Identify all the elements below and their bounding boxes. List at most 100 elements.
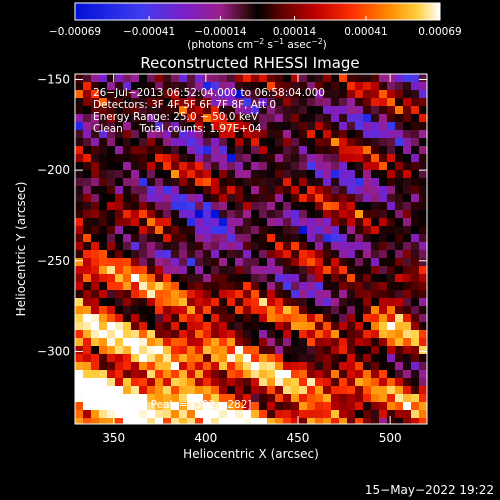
heatmap-cell	[187, 98, 196, 107]
heatmap-cell	[187, 226, 196, 235]
heatmap-cell	[171, 258, 180, 267]
heatmap-cell	[363, 114, 372, 123]
heatmap-cell	[131, 98, 140, 107]
heatmap-cell	[251, 210, 260, 219]
heatmap-cell	[339, 410, 348, 419]
heatmap-cell	[187, 282, 196, 291]
heatmap-cell	[251, 394, 260, 403]
heatmap-cell	[227, 114, 236, 123]
heatmap-cell	[299, 250, 308, 259]
heatmap-cell	[331, 250, 340, 259]
heatmap-cell	[155, 106, 164, 115]
heatmap-cell	[139, 114, 148, 123]
heatmap-cell	[419, 258, 427, 267]
heatmap-cell	[411, 354, 420, 363]
heatmap-cell	[291, 394, 300, 403]
heatmap-cell	[115, 402, 124, 411]
heatmap-cell	[347, 74, 356, 83]
heatmap-cell	[227, 282, 236, 291]
heatmap-cell	[107, 154, 116, 163]
heatmap-cell	[283, 394, 292, 403]
heatmap-cell	[123, 146, 132, 155]
heatmap-cell	[403, 122, 412, 131]
heatmap-cell	[291, 154, 300, 163]
heatmap-cell	[395, 386, 404, 395]
heatmap-cell	[91, 330, 100, 339]
heatmap-cell	[123, 386, 132, 395]
heatmap-cell	[203, 314, 212, 323]
heatmap-cell	[227, 178, 236, 187]
heatmap-cell	[387, 418, 396, 424]
heatmap-cell	[179, 290, 188, 299]
heatmap-cell	[259, 410, 268, 419]
heatmap-cell	[283, 162, 292, 171]
heatmap-cell	[275, 202, 284, 211]
heatmap-cell	[251, 98, 260, 107]
heatmap-cell	[219, 202, 228, 211]
heatmap-cell	[307, 178, 316, 187]
heatmap-cell	[123, 306, 132, 315]
heatmap-cell	[227, 274, 236, 283]
heatmap-cell	[75, 290, 84, 299]
heatmap-cell	[139, 242, 148, 251]
heatmap-cell	[283, 114, 292, 123]
heatmap-cell	[163, 202, 172, 211]
heatmap-cell	[251, 402, 260, 411]
heatmap-cell	[107, 242, 116, 251]
heatmap-cell	[251, 186, 260, 195]
heatmap-cell	[355, 386, 364, 395]
heatmap-cell	[131, 266, 140, 275]
heatmap-cell	[131, 234, 140, 243]
heatmap-cell	[187, 250, 196, 259]
heatmap-cell	[83, 242, 92, 251]
heatmap-cell	[275, 378, 284, 387]
heatmap-cell	[75, 402, 84, 411]
heatmap-cell	[211, 178, 220, 187]
heatmap-cell	[347, 234, 356, 243]
heatmap-cell	[139, 338, 148, 347]
heatmap-cell	[347, 362, 356, 371]
heatmap-cell	[195, 122, 204, 131]
chart-title: Reconstructed RHESSI Image	[140, 54, 359, 72]
heatmap-cell	[131, 314, 140, 323]
heatmap-cell	[187, 130, 196, 139]
heatmap-cell	[363, 82, 372, 91]
heatmap-cell	[395, 298, 404, 307]
heatmap-cell	[107, 170, 116, 179]
heatmap-cell	[171, 218, 180, 227]
heatmap-cell	[347, 282, 356, 291]
heatmap-cell	[227, 410, 236, 419]
heatmap-cell	[203, 162, 212, 171]
heatmap-cell	[179, 418, 188, 424]
heatmap-cell	[259, 146, 268, 155]
heatmap-cell	[179, 178, 188, 187]
heatmap-cell	[323, 314, 332, 323]
heatmap-cell	[75, 106, 84, 115]
heatmap-cell	[363, 170, 372, 179]
heatmap-cell	[115, 378, 124, 387]
heatmap-cell	[403, 298, 412, 307]
heatmap-cell	[179, 226, 188, 235]
heatmap-cell	[299, 74, 308, 83]
heatmap-cell	[187, 146, 196, 155]
heatmap-cell	[267, 362, 276, 371]
heatmap-cell	[195, 210, 204, 219]
heatmap-cell	[99, 218, 108, 227]
heatmap-cell	[75, 266, 84, 275]
heatmap-cell	[163, 410, 172, 419]
heatmap-cell	[195, 114, 204, 123]
heatmap-cell	[155, 298, 164, 307]
heatmap-cell	[347, 202, 356, 211]
heatmap-cell	[243, 362, 252, 371]
heatmap-cell	[187, 82, 196, 91]
x-tick-label: 400	[194, 431, 217, 445]
heatmap-cell	[347, 146, 356, 155]
heatmap-cell	[347, 306, 356, 315]
heatmap-cell	[419, 154, 427, 163]
heatmap-cell	[195, 306, 204, 315]
heatmap-cell	[411, 170, 420, 179]
heatmap-cell	[211, 82, 220, 91]
heatmap-cell	[227, 346, 236, 355]
heatmap-cell	[227, 170, 236, 179]
heatmap-cell	[307, 82, 316, 91]
